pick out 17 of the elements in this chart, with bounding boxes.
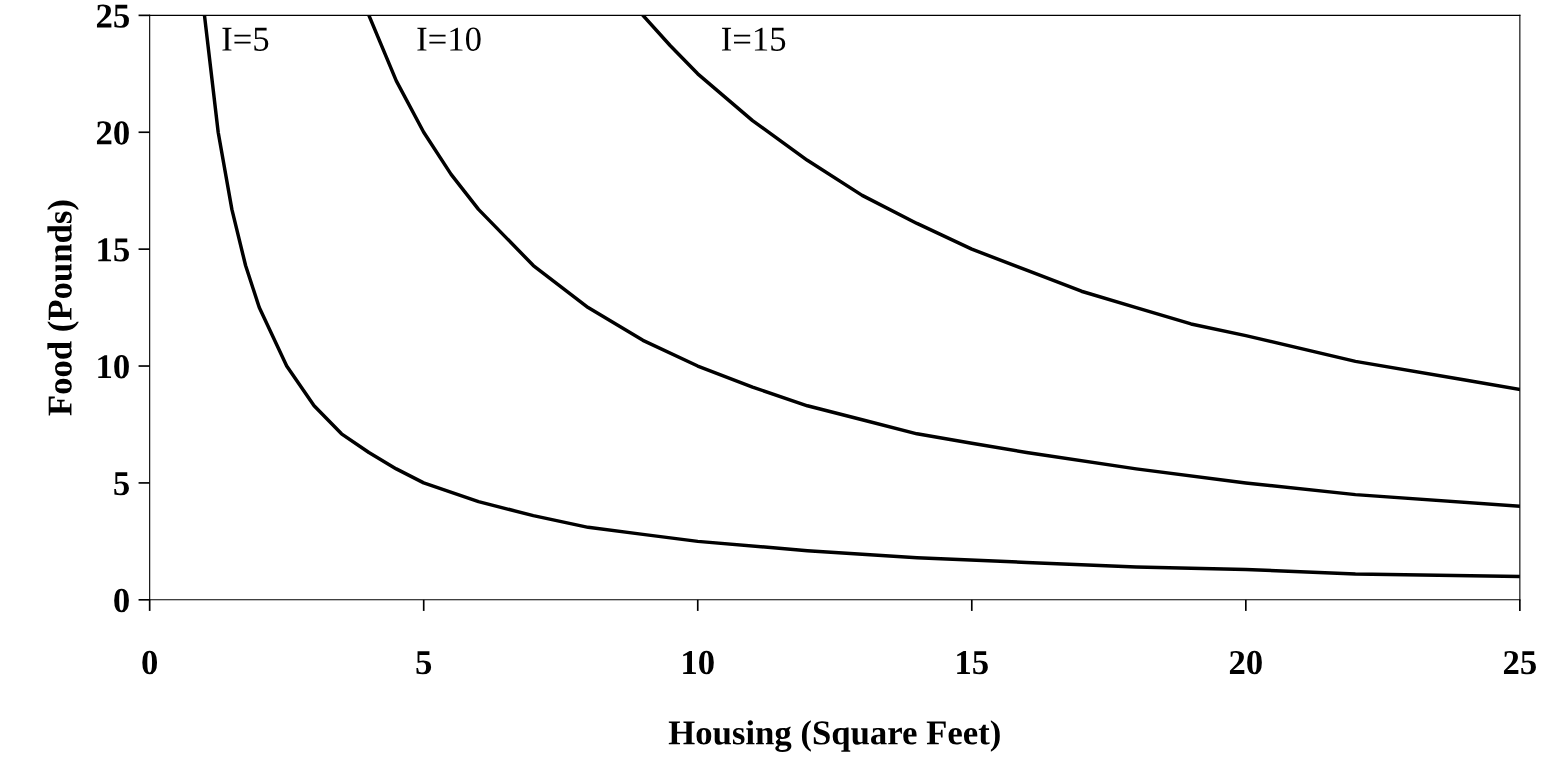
y-tick-label: 5 bbox=[114, 472, 129, 496]
x-tick-label: 25 bbox=[1503, 650, 1536, 675]
y-tick-label: 20 bbox=[96, 121, 129, 145]
x-tick-label: 15 bbox=[957, 650, 988, 675]
x-tick-label: 10 bbox=[683, 650, 714, 675]
y-tick-label: 0 bbox=[114, 588, 129, 613]
series-label: I=5 bbox=[222, 27, 269, 51]
x-tick-label: 0 bbox=[142, 650, 158, 675]
series-label: I=10 bbox=[417, 27, 481, 51]
y-tick-label: 15 bbox=[98, 238, 129, 262]
y-tick-label: 25 bbox=[96, 4, 129, 28]
series-label: I=15 bbox=[721, 27, 786, 51]
x-axis-title: Housing (Square Feet) bbox=[668, 720, 1000, 752]
y-axis-title: Food (Pounds) bbox=[47, 200, 79, 416]
y-tick-label: 10 bbox=[98, 354, 129, 379]
x-tick-label: 5 bbox=[416, 651, 432, 675]
x-tick-label: 20 bbox=[1229, 650, 1262, 675]
